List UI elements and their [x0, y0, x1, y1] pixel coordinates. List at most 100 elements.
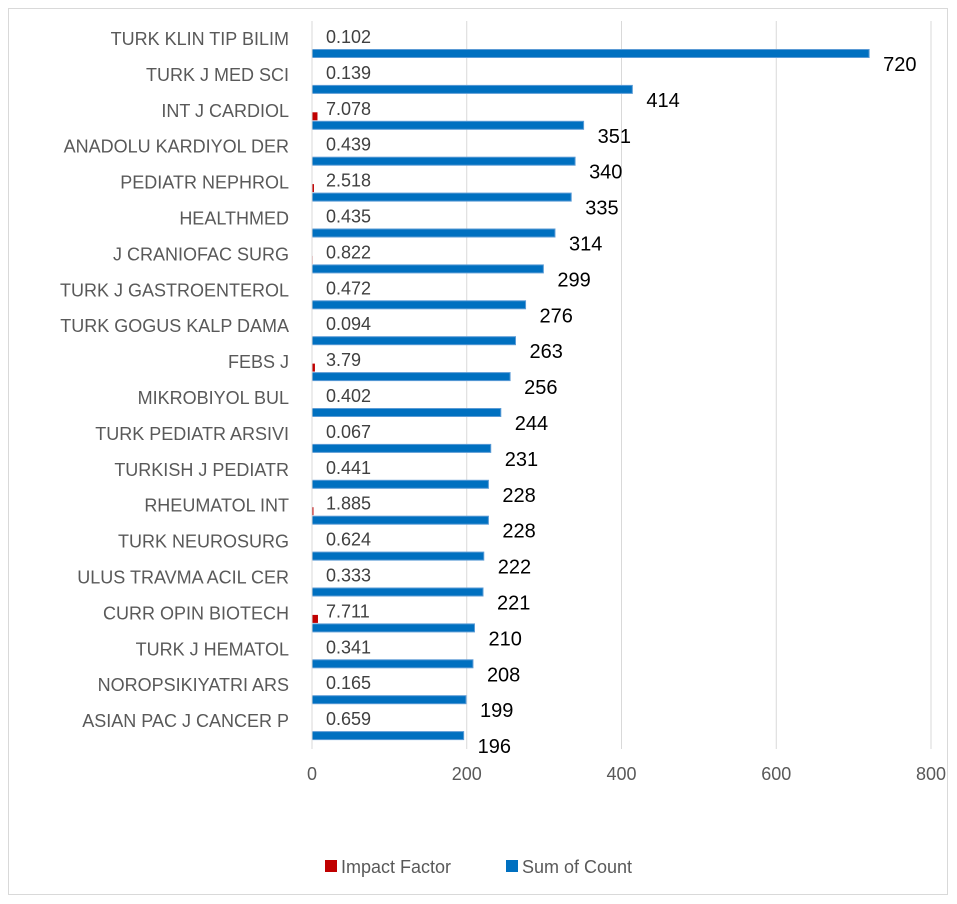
count-label: 244	[515, 413, 548, 435]
category-label: INT J CARDIOL	[161, 101, 289, 121]
legend-swatch	[506, 860, 518, 872]
category-label: CURR OPIN BIOTECH	[103, 603, 289, 623]
category-label: TURK NEUROSURG	[118, 532, 289, 552]
legend-swatch	[325, 860, 337, 872]
impact-factor-label: 0.659	[326, 709, 371, 729]
impact-factor-label: 0.102	[326, 27, 371, 47]
category-label: NOROPSIKIYATRI ARS	[98, 675, 289, 695]
impact-factor-bar	[312, 614, 318, 623]
legend-label: Impact Factor	[341, 857, 451, 877]
impact-factor-bar	[312, 112, 318, 121]
count-bar	[311, 443, 492, 453]
count-label: 720	[883, 54, 916, 76]
category-label: TURK J GASTROENTEROL	[60, 280, 289, 300]
x-tick-label: 0	[307, 764, 317, 784]
count-label: 340	[589, 162, 622, 184]
count-label: 314	[569, 234, 602, 256]
count-bar	[311, 731, 465, 741]
count-label: 414	[646, 90, 679, 112]
impact-factor-label: 0.139	[326, 63, 371, 83]
count-bar	[311, 587, 484, 597]
count-bar	[311, 551, 485, 561]
x-tick-label: 600	[761, 764, 791, 784]
count-bar	[311, 49, 870, 58]
count-label: 210	[488, 628, 521, 650]
category-label: ANADOLU KARDIYOL DER	[64, 137, 289, 157]
impact-factor-label: 0.822	[326, 242, 371, 262]
category-label: ASIAN PAC J CANCER P	[82, 711, 289, 731]
count-bar	[311, 695, 467, 705]
count-bar	[311, 264, 544, 274]
impact-factor-label: 0.341	[326, 637, 371, 657]
count-label: 263	[529, 341, 562, 363]
category-label: HEALTHMED	[179, 209, 289, 229]
category-label: MIKROBIYOL BUL	[138, 388, 289, 408]
count-bar	[311, 228, 556, 238]
count-bar	[311, 336, 516, 346]
count-label: 222	[498, 557, 531, 579]
impact-factor-label: 7.078	[326, 99, 371, 119]
category-label: TURK J HEMATOL	[136, 639, 289, 659]
impact-factor-label: 7.711	[326, 601, 370, 621]
count-label: 228	[502, 485, 535, 507]
count-label: 199	[480, 700, 513, 722]
impact-factor-label: 0.094	[326, 314, 371, 334]
impact-factor-label: 0.439	[326, 135, 371, 155]
category-label: FEBS J	[228, 352, 289, 372]
count-bar	[311, 120, 585, 130]
x-tick-label: 800	[916, 764, 946, 784]
impact-factor-label: 0.333	[326, 566, 371, 586]
count-label: 335	[585, 198, 618, 220]
count-label: 231	[505, 449, 538, 471]
impact-factor-label: 0.435	[326, 207, 371, 227]
impact-factor-label: 3.79	[326, 350, 361, 370]
category-label: J CRANIOFAC SURG	[113, 244, 289, 264]
impact-factor-bar	[312, 363, 315, 372]
count-label: 221	[497, 593, 530, 615]
x-tick-label: 200	[452, 764, 482, 784]
count-bar	[311, 300, 527, 310]
count-bar	[311, 479, 489, 489]
bars	[311, 40, 870, 741]
x-tick-labels: 0 200 400 600 800	[307, 764, 946, 784]
count-bar	[311, 156, 576, 166]
x-tick-label: 400	[606, 764, 636, 784]
category-label: RHEUMATOL INT	[144, 496, 289, 516]
impact-factor-label: 0.402	[326, 386, 371, 406]
category-label: TURK J MED SCI	[146, 65, 289, 85]
count-label: 299	[557, 269, 590, 291]
impact-factor-label: 2.518	[326, 171, 371, 191]
bar-chart: TURK KLIN TIP BILIM TURK J MED SCI INT J C…	[60, 21, 946, 877]
count-bar	[311, 515, 489, 525]
chart-area: TURK KLIN TIP BILIM TURK J MED SCI INT J C…	[8, 8, 948, 895]
count-label: 276	[540, 305, 573, 327]
category-label: PEDIATR NEPHROL	[120, 173, 289, 193]
category-labels: TURK KLIN TIP BILIM TURK J MED SCI INT J C…	[60, 29, 289, 731]
impact-factor-label: 0.472	[326, 278, 371, 298]
impact-factor-bar	[312, 507, 314, 516]
count-bar	[311, 84, 633, 94]
category-label: TURKISH J PEDIATR	[114, 460, 289, 480]
impact-factor-label: 0.624	[326, 530, 371, 550]
impact-factor-label: 0.441	[326, 458, 371, 478]
count-bar	[311, 623, 475, 633]
category-label: TURK PEDIATR ARSIVI	[95, 424, 289, 444]
count-label: 256	[524, 377, 557, 399]
impact-factor-label: 1.885	[326, 494, 371, 514]
data-labels: 0.102 720 0.139 414 7.078 351 0.439 340 2.518 335…	[326, 27, 916, 758]
legend-item-sum-of-count: Sum of Count	[506, 857, 632, 877]
category-label: TURK GOGUS KALP DAMA	[60, 316, 289, 336]
impact-factor-label: 0.067	[326, 422, 371, 442]
category-label: ULUS TRAVMA ACIL CER	[77, 568, 289, 588]
count-label: 351	[598, 126, 631, 148]
count-bar	[311, 659, 474, 669]
count-bar	[311, 372, 511, 382]
count-bar	[311, 192, 572, 202]
count-label: 208	[487, 664, 520, 686]
legend-item-impact-factor: Impact Factor	[325, 857, 451, 877]
count-label: 228	[502, 521, 535, 543]
count-label: 196	[478, 736, 511, 758]
legend: Impact Factor Sum of Count	[325, 857, 632, 877]
legend-label: Sum of Count	[522, 857, 632, 877]
impact-factor-label: 0.165	[326, 673, 371, 693]
